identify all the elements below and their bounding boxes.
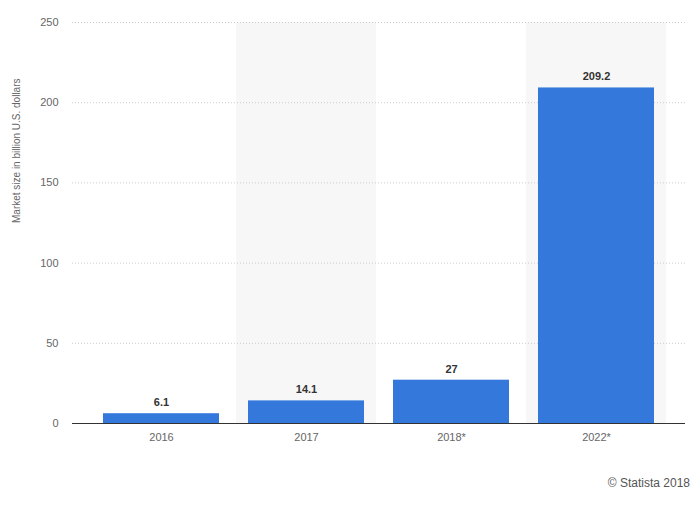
svg-text:250: 250	[40, 16, 58, 28]
svg-text:2016: 2016	[149, 431, 173, 443]
svg-text:50: 50	[46, 337, 58, 349]
svg-text:6.1: 6.1	[154, 396, 169, 408]
svg-text:14.1: 14.1	[296, 383, 317, 395]
svg-text:200: 200	[40, 96, 58, 108]
svg-text:0: 0	[52, 417, 58, 429]
svg-text:100: 100	[40, 257, 58, 269]
svg-text:27: 27	[445, 363, 457, 375]
svg-text:2017: 2017	[294, 431, 318, 443]
html-text:© Statista 2018: © Statista 2018	[607, 476, 690, 490]
svg-text:150: 150	[40, 176, 58, 188]
svg-text:209.2: 209.2	[583, 70, 611, 82]
svg-text:2018*: 2018*	[437, 431, 466, 443]
svg-text:2022*: 2022*	[582, 431, 611, 443]
svg-text:Market size in billion U.S. do: Market size in billion U.S. dollars	[11, 79, 22, 224]
